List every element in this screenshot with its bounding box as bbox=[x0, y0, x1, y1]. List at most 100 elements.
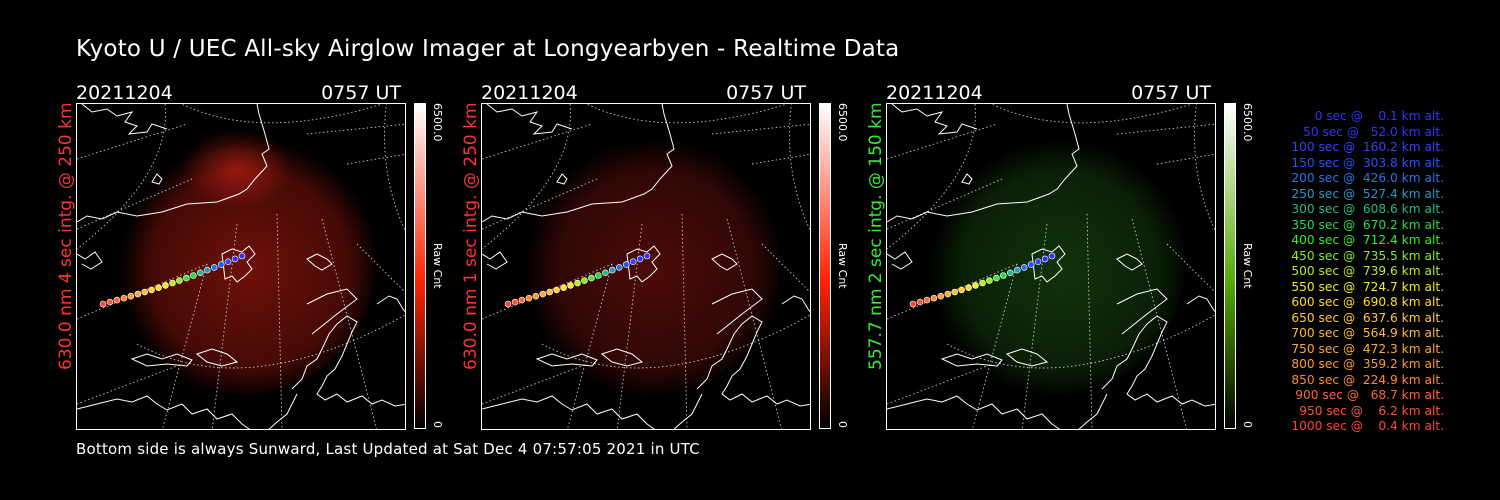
legend-item: 200 sec @ 426.0 km alt. bbox=[1291, 171, 1444, 185]
colorbar-max-label: 6500.0 bbox=[1241, 103, 1254, 142]
colorbar-max-label: 6500.0 bbox=[836, 103, 849, 142]
trajectory-point bbox=[951, 288, 958, 296]
trajectory-point bbox=[615, 264, 623, 271]
trajectory-point bbox=[1048, 252, 1056, 260]
wavelength-label: 557.7 nm 2 sec intg. @ 150 km bbox=[866, 102, 886, 370]
coastline-outline bbox=[887, 104, 1215, 429]
trajectory-point bbox=[120, 294, 128, 302]
trajectory-point bbox=[210, 264, 218, 271]
panel-time: 0757 UT bbox=[1131, 82, 1211, 104]
airglow-image bbox=[115, 134, 375, 394]
legend-item: 550 sec @ 724.7 km alt. bbox=[1291, 279, 1444, 294]
legend-item: 950 sec @ 6.2 km alt. bbox=[1299, 403, 1444, 418]
legend-item: 650 sec @ 637.6 km alt. bbox=[1291, 310, 1444, 325]
trajectory-point bbox=[217, 261, 225, 268]
trajectory-point bbox=[525, 294, 533, 302]
trajectory-point bbox=[1020, 264, 1028, 271]
trajectory-point bbox=[183, 274, 190, 282]
panel-time: 0757 UT bbox=[726, 82, 806, 104]
colorbar bbox=[819, 103, 831, 429]
colorbar bbox=[1224, 103, 1236, 429]
lat-lon-grid bbox=[482, 104, 810, 429]
trajectory-point bbox=[1014, 266, 1021, 274]
trajectory-point bbox=[560, 284, 567, 291]
trajectory-legend: 0 sec @ 0.1 km alt. 50 sec @ 52.0 km alt.… bbox=[1262, 109, 1444, 435]
trajectory-point bbox=[169, 279, 176, 287]
trajectory-point bbox=[622, 261, 630, 268]
trajectory-point bbox=[224, 258, 232, 265]
trajectory-point bbox=[588, 274, 595, 282]
trajectory-point bbox=[127, 292, 135, 300]
lat-lon-grid bbox=[77, 104, 405, 429]
legend-item: 900 sec @ 68.7 km alt. bbox=[1295, 388, 1444, 402]
panel-date: 20211204 bbox=[76, 82, 173, 104]
colorbar-min-label: 0 bbox=[836, 421, 849, 428]
legend-item: 800 sec @ 359.2 km alt. bbox=[1291, 357, 1444, 371]
legend-item: 0 sec @ 0.1 km alt. bbox=[1314, 109, 1444, 123]
map-svg bbox=[482, 104, 810, 429]
legend-item: 300 sec @ 608.6 km alt. bbox=[1291, 202, 1444, 216]
footer-text: Bottom side is always Sunward, Last Upda… bbox=[76, 440, 700, 458]
legend-item: 350 sec @ 670.2 km alt. bbox=[1291, 217, 1444, 232]
trajectory-point bbox=[930, 294, 938, 302]
panel-time: 0757 UT bbox=[321, 82, 401, 104]
colorbar-unit-label: Raw Cnt bbox=[431, 243, 444, 289]
panel-date: 20211204 bbox=[481, 82, 578, 104]
trajectory-point bbox=[1027, 261, 1035, 268]
coastline-outline bbox=[77, 104, 405, 429]
airglow-image bbox=[925, 134, 1185, 394]
trajectory-point bbox=[581, 277, 588, 284]
trajectory-point bbox=[99, 300, 107, 308]
legend-item: 1000 sec @ 0.4 km alt. bbox=[1291, 419, 1444, 433]
trajectory-point bbox=[923, 296, 931, 304]
colorbar-max-label: 6500.0 bbox=[431, 103, 444, 142]
trajectory-point bbox=[155, 284, 162, 291]
allsky-image bbox=[481, 103, 811, 430]
trajectory-point bbox=[141, 288, 148, 296]
trajectory-point bbox=[190, 272, 197, 279]
trajectory-points bbox=[99, 252, 246, 308]
colorbar bbox=[414, 103, 426, 429]
legend-item: 850 sec @ 224.9 km alt. bbox=[1291, 372, 1444, 387]
trajectory-points bbox=[909, 252, 1056, 308]
colorbar-unit-label: Raw Cnt bbox=[1241, 243, 1254, 289]
trajectory-point bbox=[643, 252, 651, 260]
trajectory-point bbox=[1041, 255, 1049, 263]
trajectory-point bbox=[986, 277, 993, 284]
colorbar-unit-label: Raw Cnt bbox=[836, 243, 849, 289]
trajectory-point bbox=[979, 279, 986, 287]
trajectory-point bbox=[574, 279, 581, 287]
legend-item: 600 sec @ 690.8 km alt. bbox=[1291, 295, 1444, 309]
trajectory-point bbox=[965, 284, 972, 291]
panel-date: 20211204 bbox=[886, 82, 983, 104]
legend-item: 100 sec @ 160.2 km alt. bbox=[1291, 140, 1444, 154]
allsky-image bbox=[886, 103, 1216, 430]
trajectory-point bbox=[504, 300, 512, 308]
map-svg bbox=[77, 104, 405, 429]
trajectory-point bbox=[106, 298, 114, 306]
wavelength-label: 630.0 nm 4 sec intg. @ 250 km bbox=[56, 102, 76, 370]
trajectory-point bbox=[629, 258, 637, 265]
legend-item: 250 sec @ 527.4 km alt. bbox=[1291, 186, 1444, 201]
lat-lon-grid bbox=[887, 104, 1215, 429]
trajectory-point bbox=[553, 286, 560, 294]
wavelength-label: 630.0 nm 1 sec intg. @ 250 km bbox=[461, 102, 481, 370]
trajectory-point bbox=[958, 286, 965, 294]
allsky-image bbox=[76, 103, 406, 430]
coastline-outline bbox=[482, 104, 810, 429]
trajectory-point bbox=[944, 290, 952, 298]
legend-item: 450 sec @ 735.5 km alt. bbox=[1291, 248, 1444, 263]
airglow-image bbox=[520, 134, 780, 394]
trajectory-point bbox=[595, 272, 602, 279]
trajectory-point bbox=[197, 269, 204, 277]
colorbar-min-label: 0 bbox=[1241, 421, 1254, 428]
legend-item: 500 sec @ 739.6 km alt. bbox=[1291, 264, 1444, 278]
trajectory-point bbox=[511, 298, 519, 306]
trajectory-point bbox=[609, 266, 616, 274]
map-svg bbox=[887, 104, 1215, 429]
trajectory-point bbox=[1007, 269, 1014, 277]
trajectory-point bbox=[176, 277, 183, 284]
trajectory-point bbox=[204, 266, 211, 274]
trajectory-point bbox=[1000, 272, 1007, 279]
legend-item: 150 sec @ 303.8 km alt. bbox=[1291, 155, 1444, 170]
